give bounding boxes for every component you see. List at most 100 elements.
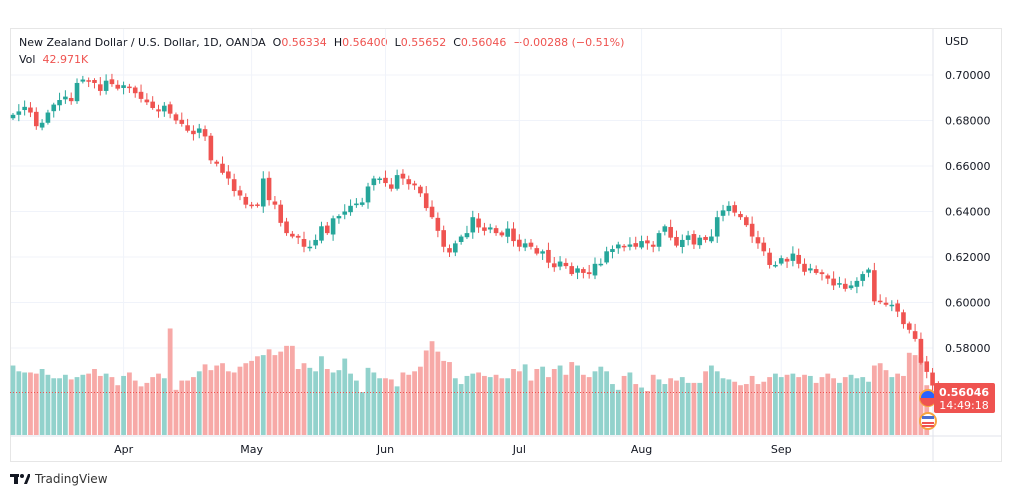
price-axis[interactable]: 0.70000 0.68000 0.66000 0.64000 0.62000 0.600… (945, 69, 991, 355)
candle-body (703, 236, 708, 240)
volume-bar (901, 375, 906, 435)
volume-bars (10, 328, 930, 435)
candle-body (39, 122, 45, 128)
volume-bar (447, 362, 452, 435)
volume-bar (225, 371, 231, 435)
candle-body (819, 272, 825, 275)
time-tick-label: May (240, 443, 263, 456)
candle-body (796, 254, 801, 264)
change-value: −0.00288 (−0.51%) (513, 36, 625, 49)
candle-body (528, 242, 534, 247)
chart-legend: New Zealand Dollar / U.S. Dollar, 1D, OA… (19, 34, 624, 68)
candle-body (191, 130, 196, 135)
volume-bar (97, 375, 103, 435)
candle-body (260, 178, 266, 207)
volume-bar (156, 373, 161, 435)
volume-bar (854, 378, 860, 435)
candle-body (57, 100, 62, 106)
volume-bar (534, 369, 540, 435)
time-axis[interactable]: Apr May Jun Jul Aug Sep (114, 443, 792, 456)
candle-body (28, 107, 33, 113)
candle-body (441, 230, 446, 247)
symbol-title[interactable]: New Zealand Dollar / U.S. Dollar, 1D, OA… (19, 36, 266, 49)
candle-body (784, 258, 790, 262)
volume-bar (266, 349, 272, 435)
open-value: 0.56334 (281, 36, 327, 49)
last-price-tag: 0.56046 14:49:18 (934, 383, 995, 413)
candle-body (278, 204, 284, 223)
candle-body (738, 214, 743, 218)
candle-body (645, 240, 650, 244)
volume-bar (895, 373, 901, 435)
volume-bar (662, 384, 668, 435)
price-tick-label: 0.68000 (945, 115, 991, 128)
candle-body (837, 283, 842, 285)
volume-bar (255, 356, 260, 435)
volume-bar (260, 355, 266, 435)
volume-row: Vol 42.971K (19, 51, 624, 68)
branding[interactable]: TradingView (10, 472, 108, 486)
volume-bar (592, 371, 598, 435)
candle-body (674, 236, 679, 246)
candle-body (901, 312, 906, 325)
candle-body (650, 244, 656, 247)
candle-body (924, 361, 930, 372)
candle-body (499, 232, 505, 236)
candle-body (45, 112, 51, 123)
volume-bar (132, 380, 138, 435)
candle-body (581, 269, 586, 273)
candle-body (662, 226, 668, 232)
candle-body (132, 87, 138, 94)
candle-body (266, 177, 272, 201)
close-label: C (453, 36, 461, 49)
volume-bar (359, 392, 365, 435)
candle-body (423, 193, 429, 209)
candle-body (551, 263, 557, 268)
volume-bar (394, 386, 400, 435)
volume-bar (57, 378, 62, 435)
candle-body (767, 252, 772, 265)
volume-bar (28, 372, 33, 435)
volume-bar (703, 371, 708, 435)
volume-bar (511, 369, 516, 435)
candle-body (790, 253, 796, 261)
candle-body (237, 190, 243, 196)
event-flags[interactable] (919, 389, 937, 430)
candle-body (586, 272, 592, 275)
candle-body (22, 106, 27, 111)
candle-body (389, 184, 394, 189)
volume-bar (761, 381, 767, 435)
volume-bar (179, 380, 185, 435)
volume-bar (743, 384, 749, 435)
grid-lines (11, 29, 933, 436)
candle-body (10, 114, 16, 119)
volume-bar (848, 374, 854, 435)
candle-body (179, 119, 185, 124)
candle-body (33, 111, 39, 127)
candle-body (802, 263, 807, 272)
vol-value: 42.971K (42, 53, 89, 66)
candle-body (860, 274, 866, 281)
candlestick-chart[interactable]: 0.70000 0.68000 0.66000 0.64000 0.62000 0.600… (0, 0, 1012, 470)
volume-bar (668, 378, 674, 435)
candle-body (92, 80, 97, 83)
candle-body (156, 109, 161, 112)
volume-bar (191, 377, 196, 435)
candle-body (464, 233, 470, 238)
candle-body (778, 258, 784, 264)
candle-body (575, 268, 580, 273)
candle-body (522, 243, 528, 248)
candle-body (86, 80, 91, 82)
candle-body (290, 233, 295, 237)
volume-bar (650, 374, 656, 435)
volume-bar (866, 381, 871, 435)
candle-body (918, 338, 924, 363)
candle-body (418, 186, 423, 194)
volume-bar (563, 374, 569, 435)
candle-body (755, 237, 761, 244)
volume-bar (598, 366, 604, 435)
currency-label: USD (945, 35, 969, 48)
candle-body (435, 217, 441, 231)
volume-bar (144, 382, 150, 435)
candle-body (848, 285, 854, 289)
